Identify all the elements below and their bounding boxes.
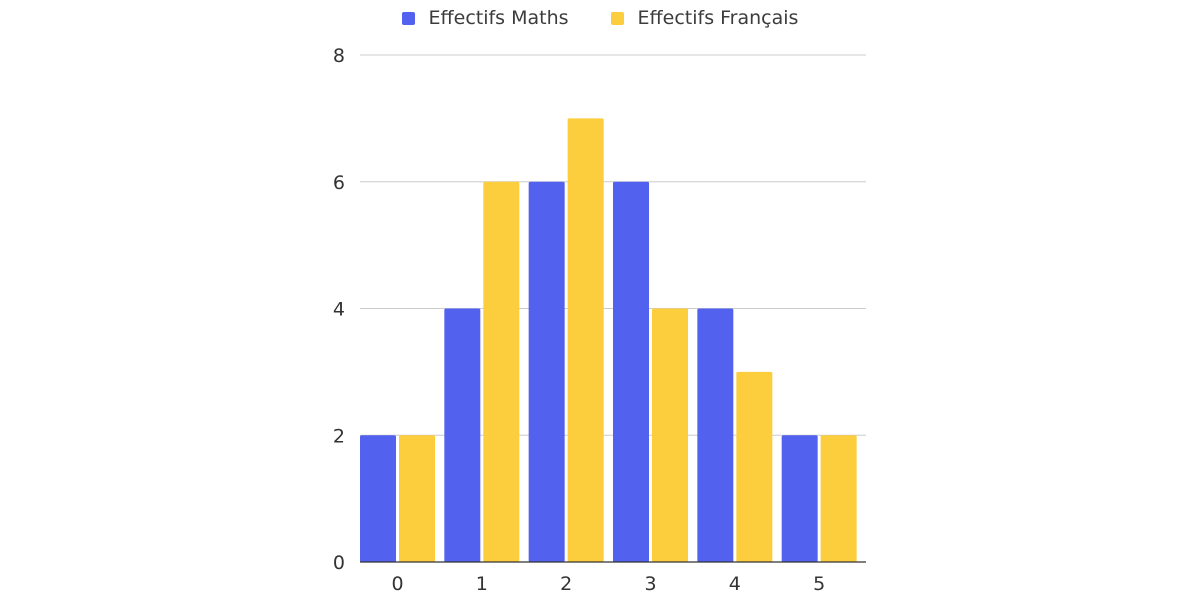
bar-maths-0[interactable] (360, 435, 396, 562)
bar-francais-0[interactable] (399, 435, 435, 562)
y-tick-label-8: 8 (333, 45, 345, 67)
bar-francais-5[interactable] (820, 435, 857, 562)
x-tick-label-2: 2 (560, 573, 572, 595)
legend-swatch-francais (610, 11, 624, 25)
legend-item-francais[interactable]: Effectifs Français (610, 7, 799, 29)
bar-francais-3[interactable] (652, 308, 688, 563)
bar-maths-3[interactable] (613, 181, 649, 562)
x-tick-label-5: 5 (813, 573, 825, 595)
y-tick-label-4: 4 (333, 299, 345, 321)
legend: Effectifs Maths Effectifs Français (0, 6, 1200, 30)
x-tick-label-3: 3 (644, 573, 656, 595)
y-tick-label-2: 2 (333, 425, 345, 447)
bar-francais-4[interactable] (736, 371, 773, 562)
bar-maths-5[interactable] (781, 435, 818, 562)
legend-item-maths[interactable]: Effectifs Maths (401, 7, 569, 29)
bar-francais-1[interactable] (483, 181, 520, 562)
x-tick-label-4: 4 (729, 573, 741, 595)
y-tick-label-6: 6 (333, 172, 345, 194)
bar-maths-2[interactable] (528, 181, 565, 562)
x-axis-ticks: 0 1 2 3 4 5 (391, 573, 825, 595)
bar-francais-2[interactable] (567, 118, 604, 562)
x-tick-label-1: 1 (476, 573, 488, 595)
y-axis-ticks: 0 2 4 6 8 (333, 45, 345, 574)
bar-maths-4[interactable] (697, 308, 734, 563)
bar-maths-1[interactable] (444, 308, 481, 563)
legend-label-maths: Effectifs Maths (428, 7, 569, 29)
x-tick-label-0: 0 (391, 573, 403, 595)
y-tick-label-0: 0 (333, 552, 345, 574)
bars (360, 118, 857, 562)
legend-swatch-maths (401, 11, 415, 25)
legend-label-francais: Effectifs Français (637, 7, 799, 29)
